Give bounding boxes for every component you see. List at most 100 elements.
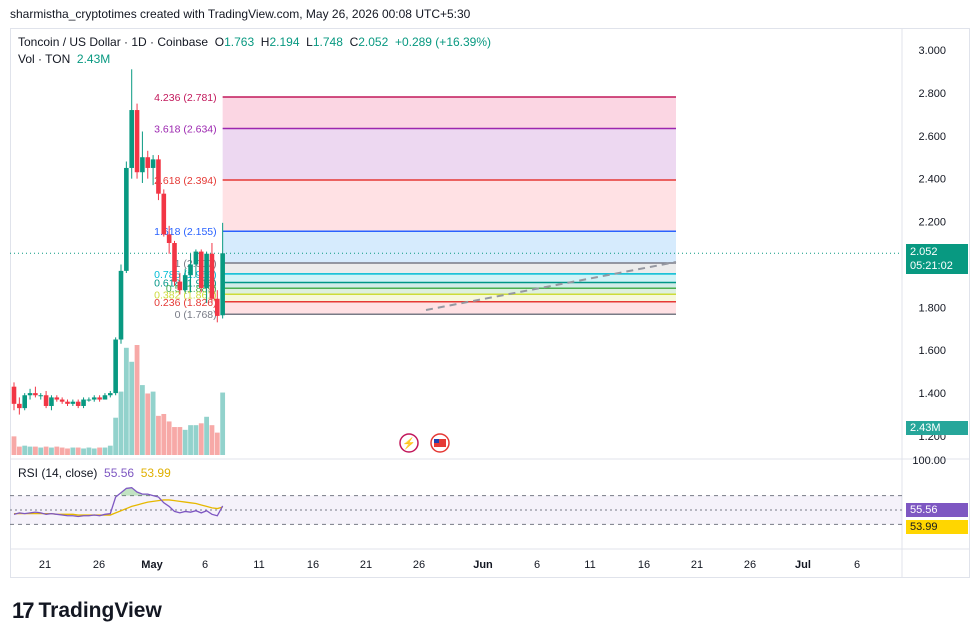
volume-bar xyxy=(59,447,65,455)
candle-body xyxy=(97,397,102,400)
volume-bar xyxy=(102,447,108,455)
volume-bar xyxy=(118,391,124,455)
candle-body xyxy=(140,157,145,173)
time-tick-label: 11 xyxy=(584,559,595,571)
time-tick-label: 26 xyxy=(413,559,425,571)
fib-zone xyxy=(222,128,676,180)
candle-body xyxy=(38,395,44,397)
candle-body xyxy=(113,339,118,394)
rsi-overbought-fill xyxy=(121,487,148,496)
tradingview-brand[interactable]: 17 TradingView xyxy=(12,598,162,624)
volume-bar xyxy=(134,345,140,455)
price-tick-label: 3.000 xyxy=(918,45,946,57)
change-value: +0.289 (+16.39%) xyxy=(394,35,492,49)
volume-bar xyxy=(107,445,113,455)
volume-tag-value: 2.43M xyxy=(910,422,941,434)
price-tick-label: 1.600 xyxy=(918,345,946,357)
close-label: C xyxy=(349,35,359,49)
candle-body xyxy=(129,110,134,168)
volume-bar xyxy=(177,427,183,455)
rsi-tag: 55.56 xyxy=(906,503,968,517)
candle-body xyxy=(124,167,129,271)
last-price-tag: 2.052 05:21:02 xyxy=(906,244,968,274)
volume-value: 2.43M xyxy=(76,52,111,66)
fib-level-label: 3.618 (2.634) xyxy=(154,123,216,135)
candle-body xyxy=(204,253,209,289)
candle-body xyxy=(193,251,199,265)
candle-body xyxy=(220,253,225,316)
rsi-legend: RSI (14, close) 55.56 53.99 xyxy=(18,466,171,480)
time-tick-label: Jun xyxy=(473,559,493,571)
low-label: L xyxy=(306,35,313,49)
us-flag-icon-canton xyxy=(434,439,439,443)
volume-bar xyxy=(11,436,17,455)
candle-body xyxy=(102,395,108,400)
rsi-label[interactable]: RSI (14, close) xyxy=(18,466,98,480)
candle-body xyxy=(22,395,27,409)
candle-body xyxy=(172,243,177,282)
volume-bar xyxy=(27,446,33,455)
volume-bar xyxy=(16,446,22,455)
candle-body xyxy=(215,298,220,316)
close-value: 2.052 xyxy=(358,35,389,49)
candle-body xyxy=(166,234,172,243)
time-tick-label: 16 xyxy=(307,559,319,571)
volume-bar xyxy=(145,393,151,455)
rsi-tag-value: 55.56 xyxy=(910,504,938,516)
candle-body xyxy=(11,386,17,404)
fib-level-label: 0.236 (1.826) xyxy=(154,297,216,309)
volume-tag: 2.43M xyxy=(906,421,968,435)
time-tick-label: 26 xyxy=(744,559,756,571)
volume-bar xyxy=(22,445,28,455)
volume-legend: Vol · TON 2.43M xyxy=(18,52,110,66)
candle-body xyxy=(177,281,183,291)
candle-body xyxy=(161,193,167,235)
candle-body xyxy=(150,159,156,168)
tradingview-logo-icon: 17 xyxy=(12,598,35,623)
price-tick-label: 2.600 xyxy=(918,131,946,143)
volume-bar xyxy=(123,347,129,455)
fib-zone xyxy=(222,179,676,232)
volume-bar xyxy=(161,413,167,455)
candle-body xyxy=(209,253,215,299)
fib-level-label: 4.236 (2.781) xyxy=(154,92,216,104)
time-tick-label: 6 xyxy=(854,559,860,571)
fib-zone xyxy=(222,288,676,295)
volume-label[interactable]: Vol · TON xyxy=(18,52,71,66)
fib-level-label: 0 (1.768) xyxy=(175,309,217,321)
candle-body xyxy=(27,393,33,396)
volume-bar xyxy=(91,448,97,455)
fib-zone xyxy=(222,294,676,302)
candle-body xyxy=(59,399,65,402)
volume-bar xyxy=(65,448,70,455)
volume-bar xyxy=(43,446,49,455)
volume-bar xyxy=(188,425,193,455)
lightning-icon-glyph: ⚡ xyxy=(402,437,416,450)
candle-body xyxy=(33,393,38,396)
price-tick-label: 2.200 xyxy=(918,217,946,229)
candle-body xyxy=(145,157,151,168)
open-label: O xyxy=(214,35,225,49)
symbol-title[interactable]: Toncoin / US Dollar · 1D · Coinbase xyxy=(18,35,209,49)
trend-line xyxy=(425,261,677,311)
rsi-line xyxy=(13,486,224,518)
volume-bar xyxy=(113,417,119,455)
fib-zone xyxy=(222,282,676,289)
candle-body xyxy=(17,403,22,409)
volume-bar xyxy=(204,416,209,455)
candle-body xyxy=(75,401,81,406)
candle-body xyxy=(54,397,60,400)
rsi-ma-tag-value: 53.99 xyxy=(910,521,938,533)
volume-bar xyxy=(140,385,145,455)
candle-body xyxy=(108,393,113,396)
volume-bar xyxy=(198,423,204,455)
rsi-ma-value: 53.99 xyxy=(140,466,171,480)
time-tick-label: 6 xyxy=(534,559,540,571)
candle-body xyxy=(81,399,86,406)
time-tick-label: 6 xyxy=(202,559,208,571)
volume-bar xyxy=(193,425,199,455)
volume-bar xyxy=(97,447,102,455)
fib-zone xyxy=(222,301,676,315)
fib-level-label: 2.618 (2.394) xyxy=(154,175,216,187)
